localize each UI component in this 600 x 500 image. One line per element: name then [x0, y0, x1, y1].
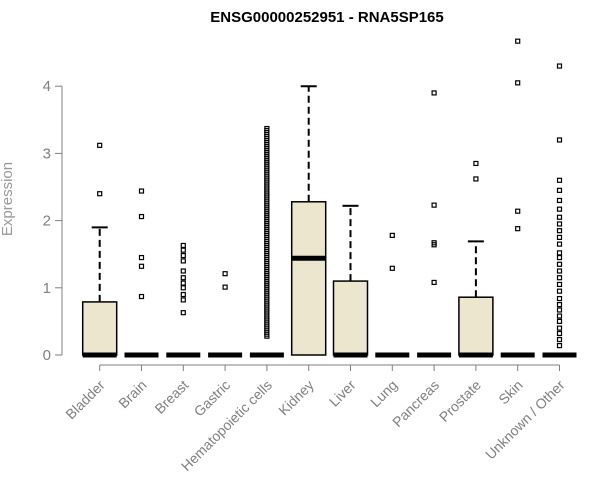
outlier-point — [556, 281, 563, 288]
box-group — [458, 160, 494, 358]
outlier-point — [556, 63, 563, 69]
y-tick-label: 0 — [43, 347, 51, 364]
outlier-point — [556, 261, 563, 267]
outlier-point — [556, 288, 563, 294]
outlier-point — [556, 197, 563, 204]
outlier-point — [431, 279, 437, 286]
outlier-point — [180, 268, 186, 274]
outlier-point — [556, 318, 563, 324]
outlier-point — [515, 226, 521, 232]
outlier-point — [431, 240, 437, 246]
outlier-point — [556, 254, 563, 261]
box-group — [500, 38, 535, 358]
outlier-point — [138, 263, 145, 269]
y-tick-label: 2 — [43, 213, 51, 230]
outlier-point — [264, 125, 270, 132]
outlier-point — [556, 221, 563, 227]
x-tick-label: Prostate — [436, 377, 484, 425]
outlier-point — [556, 187, 563, 193]
y-axis-label: Expression — [0, 162, 16, 236]
box-group — [542, 63, 577, 358]
box — [458, 296, 494, 356]
plot-area — [81, 38, 577, 358]
box-group — [332, 204, 369, 358]
y-tick-label: 4 — [43, 78, 51, 95]
outlier-point — [515, 80, 521, 86]
outlier-point — [431, 90, 437, 96]
outlier-point — [138, 188, 145, 194]
outlier-point — [222, 284, 228, 290]
box — [290, 201, 327, 356]
outlier-point — [556, 234, 563, 240]
outlier-point — [556, 137, 563, 143]
box-group — [81, 142, 118, 358]
box-group — [375, 232, 410, 358]
box-group — [290, 85, 327, 356]
y-tick-label: 1 — [43, 280, 51, 297]
outlier-point — [138, 293, 145, 300]
x-tick-label: Unknown / Other — [482, 377, 568, 463]
x-tick-label: Breast — [151, 377, 191, 417]
outlier-point — [180, 297, 186, 303]
outlier-point — [389, 232, 395, 238]
outlier-point — [473, 176, 479, 182]
x-tick-label: Bladder — [62, 377, 108, 423]
outlier-point — [556, 336, 563, 343]
outlier-point — [556, 228, 563, 234]
box-group — [166, 242, 201, 358]
outlier-point — [556, 250, 563, 256]
outlier-point — [556, 206, 563, 212]
outlier-point — [180, 275, 186, 281]
box — [81, 301, 118, 356]
outlier-point — [556, 268, 563, 274]
box-group — [249, 125, 284, 358]
outlier-point — [556, 325, 563, 331]
x-tick-label: Kidney — [275, 377, 317, 419]
box-group — [124, 188, 159, 358]
outlier-point — [556, 313, 563, 319]
outlier-point — [556, 307, 563, 313]
outlier-point — [97, 142, 103, 148]
outlier-point — [97, 191, 103, 197]
outlier-point — [222, 271, 228, 277]
x-tick-label: Liver — [326, 377, 359, 410]
outlier-point — [431, 202, 437, 208]
outlier-point — [556, 295, 563, 302]
outlier-point — [556, 177, 563, 183]
outlier-point — [515, 38, 521, 44]
x-tick-label: Skin — [495, 377, 526, 408]
chart-title: ENSG00000252951 - RNA5SP165 — [210, 9, 443, 26]
x-tick-label: Lung — [367, 377, 400, 410]
box-group — [208, 271, 243, 358]
y-axis: 0 1 2 3 4 — [43, 78, 63, 364]
outlier-point — [515, 208, 521, 214]
outlier-point — [180, 247, 186, 253]
outlier-point — [180, 310, 186, 316]
box — [332, 280, 369, 356]
outlier-point — [180, 258, 186, 264]
outlier-point — [180, 285, 186, 291]
outlier-point — [138, 254, 145, 261]
outlier-point — [556, 330, 563, 337]
outlier-point — [556, 342, 563, 349]
outlier-point — [556, 302, 563, 308]
outlier-point — [556, 241, 563, 247]
outlier-point — [138, 213, 145, 220]
y-tick-label: 3 — [43, 145, 51, 162]
outlier-point — [180, 291, 186, 298]
box-group — [417, 90, 452, 358]
outlier-point — [473, 160, 479, 167]
outlier-point — [180, 252, 186, 259]
x-tick-label: Brain — [115, 377, 149, 411]
outlier-point — [556, 275, 563, 281]
outlier-point — [556, 214, 563, 220]
outlier-point — [180, 280, 186, 286]
outlier-point — [180, 242, 186, 249]
outlier-point — [389, 265, 395, 271]
